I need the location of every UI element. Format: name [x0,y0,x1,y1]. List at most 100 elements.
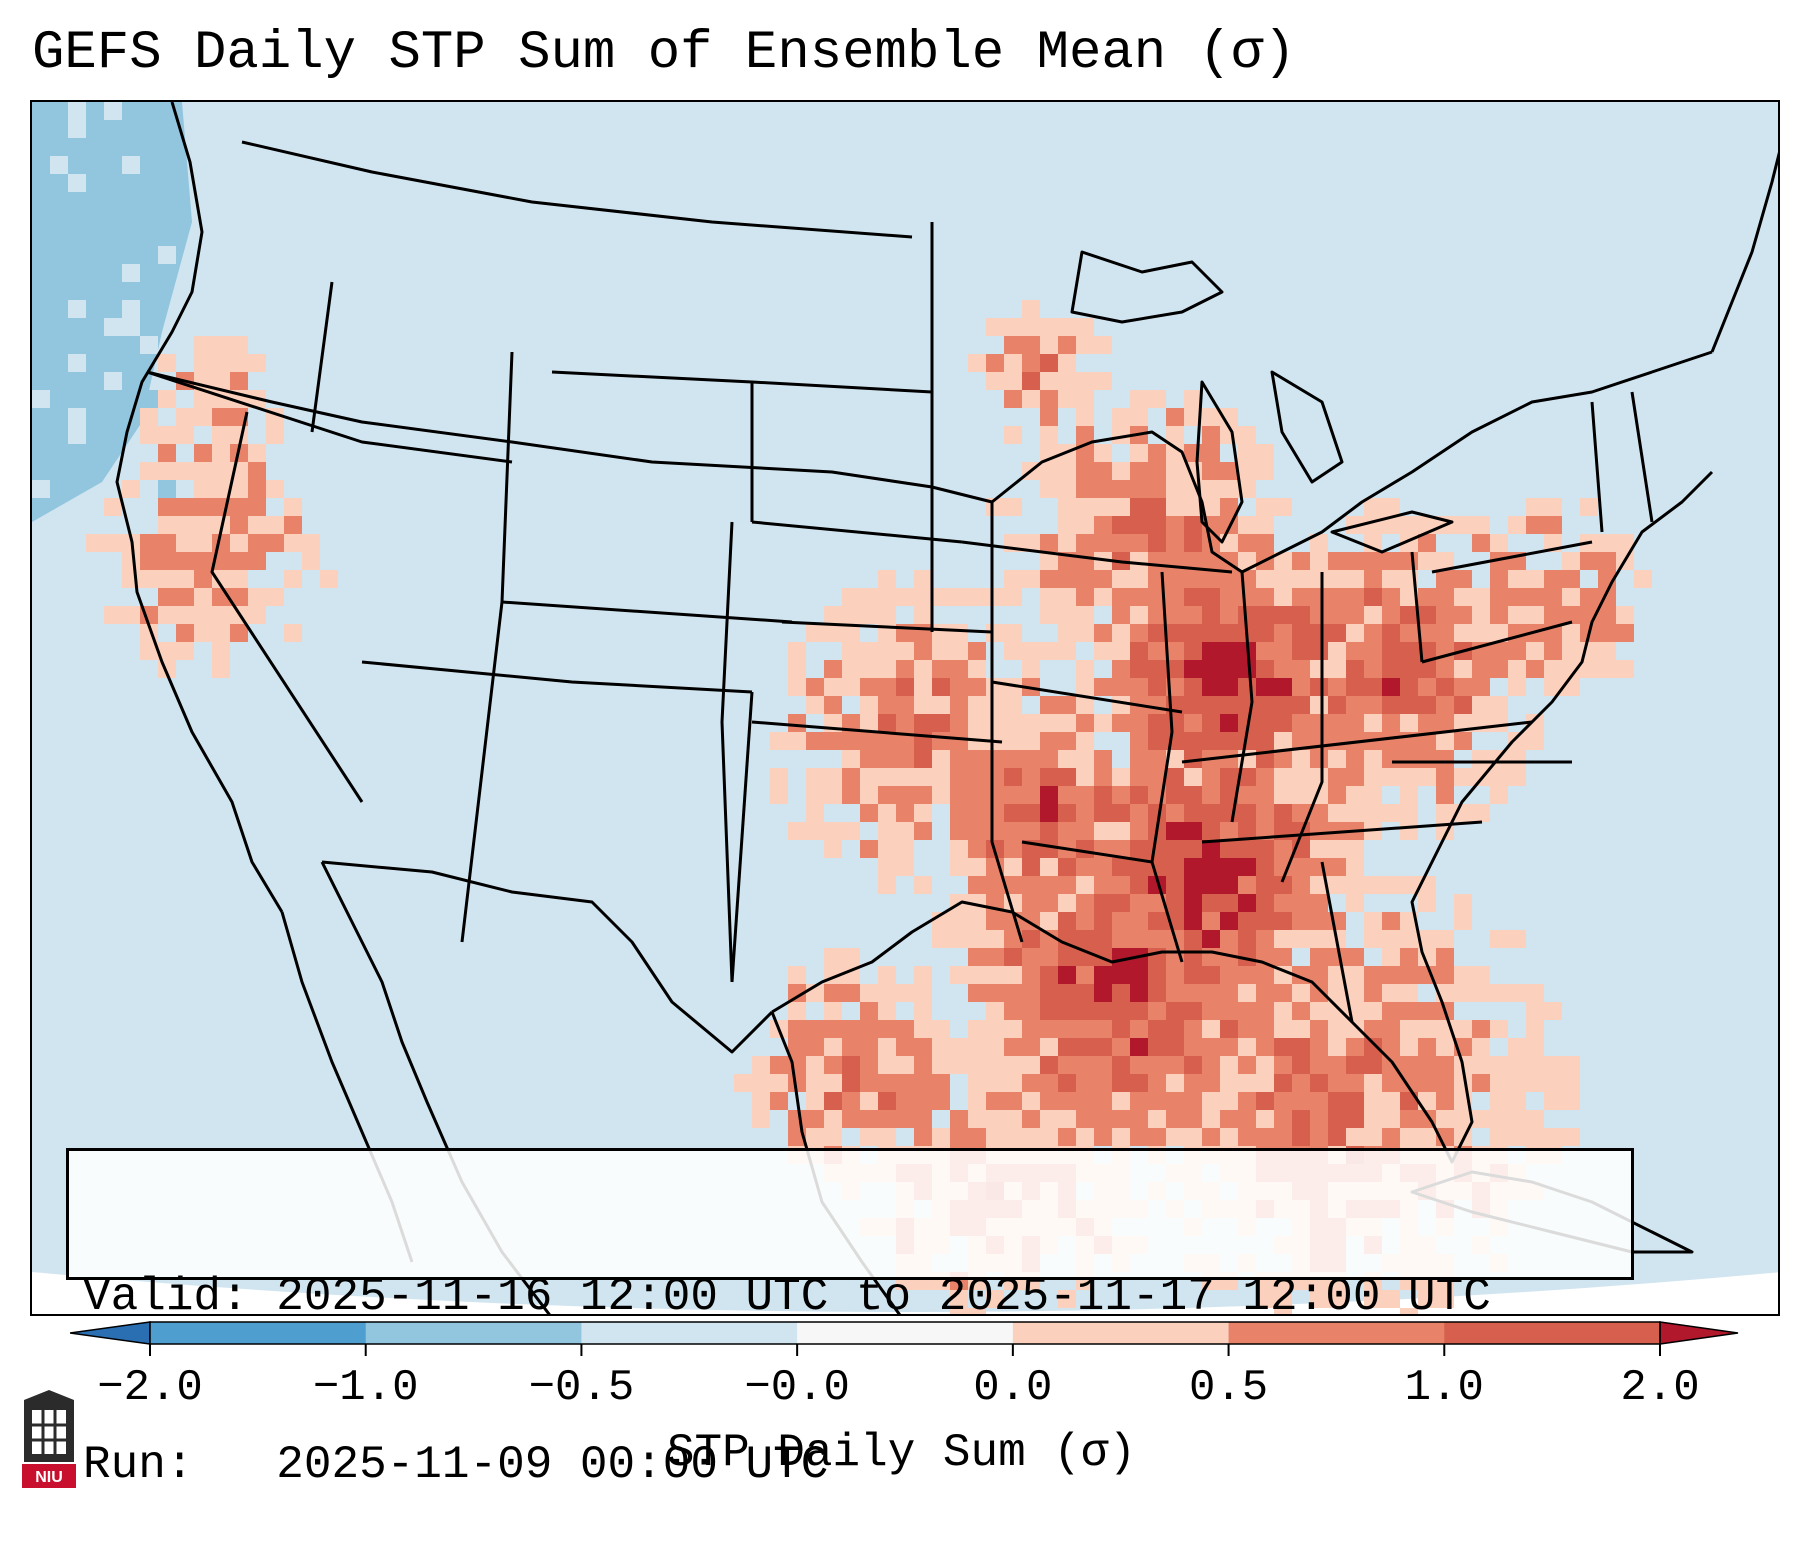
stp-cell [1436,786,1454,804]
stp-cell [1130,1110,1148,1128]
stp-cell [860,732,878,750]
chart-title: GEFS Daily STP Sum of Ensemble Mean (σ) [32,23,1296,84]
stp-cell [1148,1020,1166,1038]
stp-cell [1238,948,1256,966]
stp-cell [824,1092,842,1110]
stp-cell [1112,786,1130,804]
stp-cell [878,876,896,894]
stp-cell [1094,894,1112,912]
stp-cell [1076,372,1094,390]
stp-cell [1022,1056,1040,1074]
stp-cell [1238,552,1256,570]
stp-cell [914,1002,932,1020]
stp-cell [1058,858,1076,876]
stp-cell [1094,444,1112,462]
stp-cell [1112,408,1130,426]
stp-cell [194,498,212,516]
stp-cell [1346,894,1364,912]
stp-cell [788,1002,806,1020]
run-value: 2025-11-09 00:00 UTC [276,1439,829,1491]
stp-cell [1076,786,1094,804]
stp-cell [1418,606,1436,624]
stp-cell [806,786,824,804]
stp-cell [1526,1020,1544,1038]
stp-cell [1148,498,1166,516]
stp-cell [1526,570,1544,588]
stp-cell [1238,1092,1256,1110]
stp-cell [896,588,914,606]
stp-cell [1040,372,1058,390]
stp-cell [860,714,878,732]
stp-cell [1238,822,1256,840]
state-line-in-oh [1280,572,1324,883]
stp-cell [1436,1290,1454,1308]
stp-cell [1112,624,1130,642]
stp-cell [1490,1092,1508,1110]
stp-cell [1472,1038,1490,1056]
stp-cell [1094,516,1112,534]
stp-cell [1220,822,1238,840]
stp-cell [1382,678,1400,696]
stp-cell [1418,678,1436,696]
stp-cell [1364,660,1382,678]
stp-cell [1112,660,1130,678]
stp-cell [1490,984,1508,1002]
pacific-cell [68,120,86,138]
stp-cell [1364,1092,1382,1110]
stp-cell [1148,966,1166,984]
stp-cell [1094,372,1112,390]
stp-cell [914,678,932,696]
stp-cell [1058,876,1076,894]
stp-cell [1040,552,1058,570]
stp-cell [914,1056,932,1074]
stp-cell [1382,1002,1400,1020]
stp-cell [1490,588,1508,606]
stp-cell [212,354,230,372]
stp-cell [932,678,950,696]
stp-cell [914,642,932,660]
stp-cell [932,588,950,606]
stp-cell [1202,840,1220,858]
stp-cell [1094,1092,1112,1110]
logo-window-area [32,1410,66,1454]
stp-cell [986,1002,1004,1020]
pacific-cell [104,318,122,336]
stp-cell [1184,804,1202,822]
stp-cell [914,570,932,588]
stp-cell [1310,966,1328,984]
stp-cell [1346,588,1364,606]
stp-cell [1184,714,1202,732]
stp-cell [752,1074,770,1092]
stp-cell [1076,1128,1094,1146]
stp-cell [1238,840,1256,858]
stp-cell [1490,1110,1508,1128]
stp-cell [230,336,248,354]
stp-cell [896,642,914,660]
stp-cell [1130,408,1148,426]
stp-cell [1202,1128,1220,1146]
stp-cell [1256,714,1274,732]
stp-cell [842,1092,860,1110]
stp-cell [1472,516,1490,534]
stp-cell [212,624,230,642]
stp-cell [1220,498,1238,516]
stp-cell [1130,1074,1148,1092]
stp-cell [1292,786,1310,804]
stp-cell [1202,678,1220,696]
stp-cell [1292,588,1310,606]
stp-cell [1112,930,1130,948]
stp-cell [1040,966,1058,984]
stp-cell [1238,588,1256,606]
stp-cell [1544,606,1562,624]
stp-cell [1112,1020,1130,1038]
stp-cell [1238,912,1256,930]
stp-cell [1580,660,1598,678]
stp-cell [1598,534,1616,552]
stp-cell [1364,570,1382,588]
stp-cell [1202,984,1220,1002]
stp-cell [1346,1128,1364,1146]
stp-cell [1166,804,1184,822]
lake-michigan [1195,380,1244,544]
stp-cell [1346,804,1364,822]
stp-cell [1256,966,1274,984]
